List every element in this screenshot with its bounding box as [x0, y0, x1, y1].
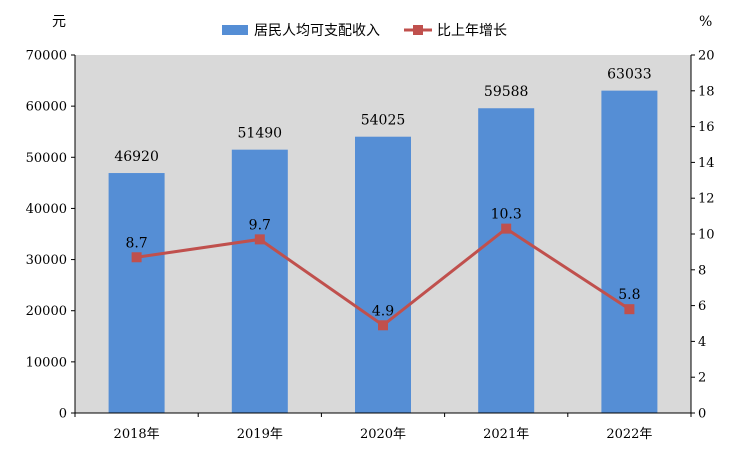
x-tick-label-2: 2020年 — [360, 427, 406, 442]
growth-value-label-3: 10.3 — [491, 207, 522, 223]
x-axis: 2018年 2019年 2020年 2021年 2022年 — [74, 412, 692, 442]
bar-1 — [231, 149, 288, 413]
bar-value-label-4: 63033 — [607, 67, 652, 83]
left-tick-label-1: 10000 — [26, 355, 67, 370]
right-tick-label-9: 18 — [698, 84, 715, 99]
right-tick-label-10: 20 — [698, 49, 715, 64]
bar-value-label-0: 46920 — [114, 149, 159, 165]
left-tick-label-2: 20000 — [26, 304, 67, 319]
right-tick-label-5: 10 — [698, 228, 715, 243]
left-tick-label-3: 30000 — [26, 253, 67, 268]
right-tick-label-4: 8 — [698, 263, 706, 278]
growth-value-label-0: 8.7 — [125, 235, 147, 251]
bar-value-label-1: 51490 — [238, 126, 283, 142]
bar-0 — [108, 173, 165, 413]
left-tick-label-5: 50000 — [26, 151, 67, 166]
right-tick-label-2: 4 — [698, 335, 706, 350]
left-axis: 0 10000 20000 30000 40000 50000 60000 70000 — [26, 49, 76, 422]
bar-3 — [478, 108, 535, 414]
x-tick-label-1: 2019年 — [237, 427, 283, 442]
right-axis: 0 2 4 6 8 10 12 14 16 18 20 — [690, 49, 715, 422]
left-axis-unit: 元 — [52, 14, 66, 30]
left-tick-label-4: 40000 — [26, 202, 67, 217]
right-tick-label-6: 12 — [698, 192, 715, 207]
growth-marker-2 — [378, 320, 388, 331]
right-tick-label-7: 14 — [698, 156, 715, 171]
left-tick-label-0: 0 — [59, 407, 67, 422]
right-tick-label-3: 6 — [698, 299, 706, 314]
x-tick-label-3: 2021年 — [483, 427, 529, 442]
bar-series: 46920 51490 54025 59588 63033 — [108, 67, 658, 414]
growth-marker-1 — [254, 234, 265, 245]
growth-marker-4 — [624, 304, 635, 315]
x-tick-label-0: 2018年 — [114, 427, 160, 442]
right-tick-label-0: 0 — [698, 407, 706, 422]
right-axis-unit: % — [699, 14, 712, 30]
legend-bar-label: 居民人均可支配收入 — [254, 23, 380, 39]
right-tick-label-1: 2 — [698, 371, 706, 386]
left-tick-label-6: 60000 — [26, 100, 67, 115]
x-tick-label-4: 2022年 — [606, 427, 652, 442]
legend: 居民人均可支配收入 比上年增长 — [222, 23, 507, 39]
right-tick-label-8: 16 — [698, 120, 715, 135]
legend-line-marker — [413, 25, 423, 35]
bar-value-label-2: 54025 — [361, 113, 406, 129]
bar-2 — [355, 136, 411, 413]
growth-marker-3 — [501, 223, 512, 234]
growth-value-label-1: 9.7 — [249, 217, 271, 233]
bar-value-label-3: 59588 — [484, 84, 529, 100]
bar-4 — [601, 90, 658, 413]
legend-line-label: 比上年增长 — [437, 23, 507, 39]
growth-value-label-2: 4.9 — [372, 303, 394, 319]
growth-marker-0 — [131, 252, 142, 263]
legend-bar-swatch — [222, 25, 248, 35]
growth-value-label-4: 5.8 — [618, 287, 640, 303]
line-series: 8.7 9.7 4.9 10.3 5.8 — [125, 207, 641, 331]
left-tick-label-7: 70000 — [26, 49, 67, 64]
